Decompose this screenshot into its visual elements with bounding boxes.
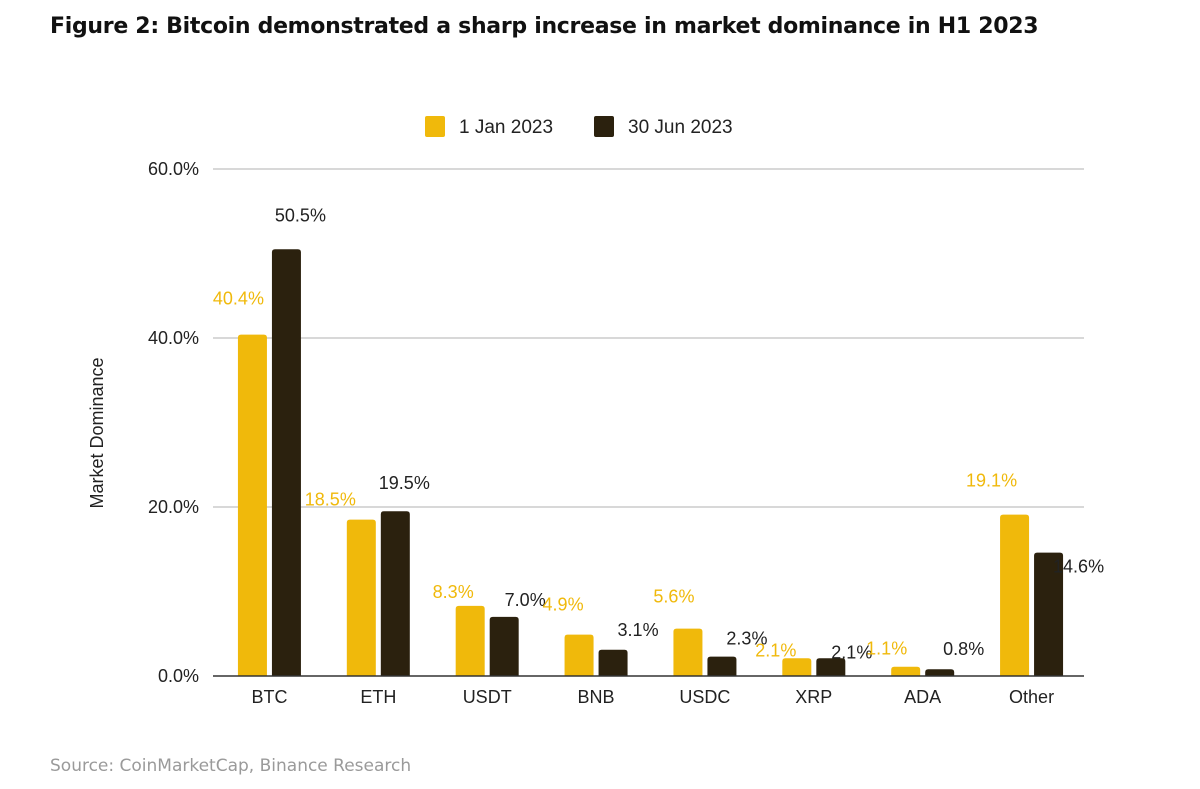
bar-usdt-jan	[455, 605, 485, 676]
bar-eth-jan	[346, 519, 376, 676]
data-labels: 40.4% 50.5% 18.5% 19.5% 8.3% 7.0%4.9% 3.1% 5.6%…	[213, 205, 1104, 662]
legend: 1 Jan 2023 30 Jun 2023	[425, 116, 733, 138]
figure-title: Figure 2: Bitcoin demonstrated a sharp i…	[50, 14, 1039, 39]
legend-label-1-jan-2023: 1 Jan 2023	[459, 117, 553, 138]
bar-xrp-jun	[816, 658, 846, 676]
bar-btc-jun	[271, 249, 301, 676]
data-label-btc-jan: 40.4%	[213, 289, 264, 309]
bar-other-jun	[1034, 552, 1064, 676]
x-tick-label: BNB	[578, 687, 615, 707]
data-label-usdc-jun: 2.3%	[726, 629, 767, 649]
data-label-other-jun: 14.6%	[1053, 557, 1104, 577]
bar-other-jan	[1000, 514, 1030, 676]
gridlines	[213, 168, 1084, 508]
data-label-eth-jun: 19.5%	[379, 473, 430, 493]
data-label-usdt-jun: 7.0%	[505, 590, 546, 610]
x-tick-label: ADA	[904, 687, 941, 707]
data-label-xrp-jan: 2.1%	[755, 640, 796, 660]
y-tick-label: 60.0%	[148, 159, 199, 179]
data-label-btc-jun: 50.5%	[275, 205, 326, 225]
data-label-usdt-jan: 8.3%	[433, 582, 474, 602]
bar-usdc-jan	[673, 628, 703, 676]
bar-bnb-jan	[564, 634, 594, 676]
legend-label-30-jun-2023: 30 Jun 2023	[628, 117, 733, 138]
x-tick-label: XRP	[795, 687, 832, 707]
legend-swatch-30-jun-2023	[594, 116, 614, 137]
x-tick-label: Other	[1009, 687, 1054, 707]
x-axis-ticks: BTC ETH USDT BNB USDC XRP ADA Other	[251, 687, 1054, 707]
data-label-eth-jan: 18.5%	[305, 490, 356, 510]
data-label-ada-jun: 0.8%	[943, 639, 984, 659]
x-tick-label: USDC	[679, 687, 730, 707]
x-tick-label: BTC	[251, 687, 287, 707]
bars	[237, 249, 1064, 676]
data-label-ada-jan: 1.1%	[866, 639, 907, 659]
source-note: Source: CoinMarketCap, Binance Research	[50, 756, 412, 776]
y-axis-ticks: 0.0% 20.0% 40.0% 60.0%	[148, 159, 199, 686]
y-axis-label: Market Dominance	[87, 357, 107, 508]
bar-btc-jan	[237, 334, 267, 676]
bar-xrp-jan	[782, 658, 812, 676]
bar-ada-jan	[891, 666, 921, 676]
bar-ada-jun	[925, 669, 955, 676]
data-label-other-jan: 19.1%	[966, 471, 1017, 491]
bar-bnb-jun	[598, 649, 628, 676]
bar-eth-jun	[380, 511, 410, 676]
y-tick-label: 40.0%	[148, 328, 199, 348]
bar-usdc-jun	[707, 656, 737, 676]
data-label-bnb-jun: 3.1%	[618, 620, 659, 640]
bar-usdt-jun	[489, 616, 519, 676]
y-tick-label: 0.0%	[158, 666, 199, 686]
x-tick-label: ETH	[360, 687, 396, 707]
y-tick-label: 20.0%	[148, 497, 199, 517]
legend-swatch-1-jan-2023	[425, 116, 445, 137]
x-tick-label: USDT	[463, 687, 512, 707]
data-label-bnb-jan: 4.9%	[543, 595, 584, 615]
data-label-xrp-jun: 2.1%	[831, 642, 872, 662]
data-label-usdc-jan: 5.6%	[653, 587, 694, 607]
